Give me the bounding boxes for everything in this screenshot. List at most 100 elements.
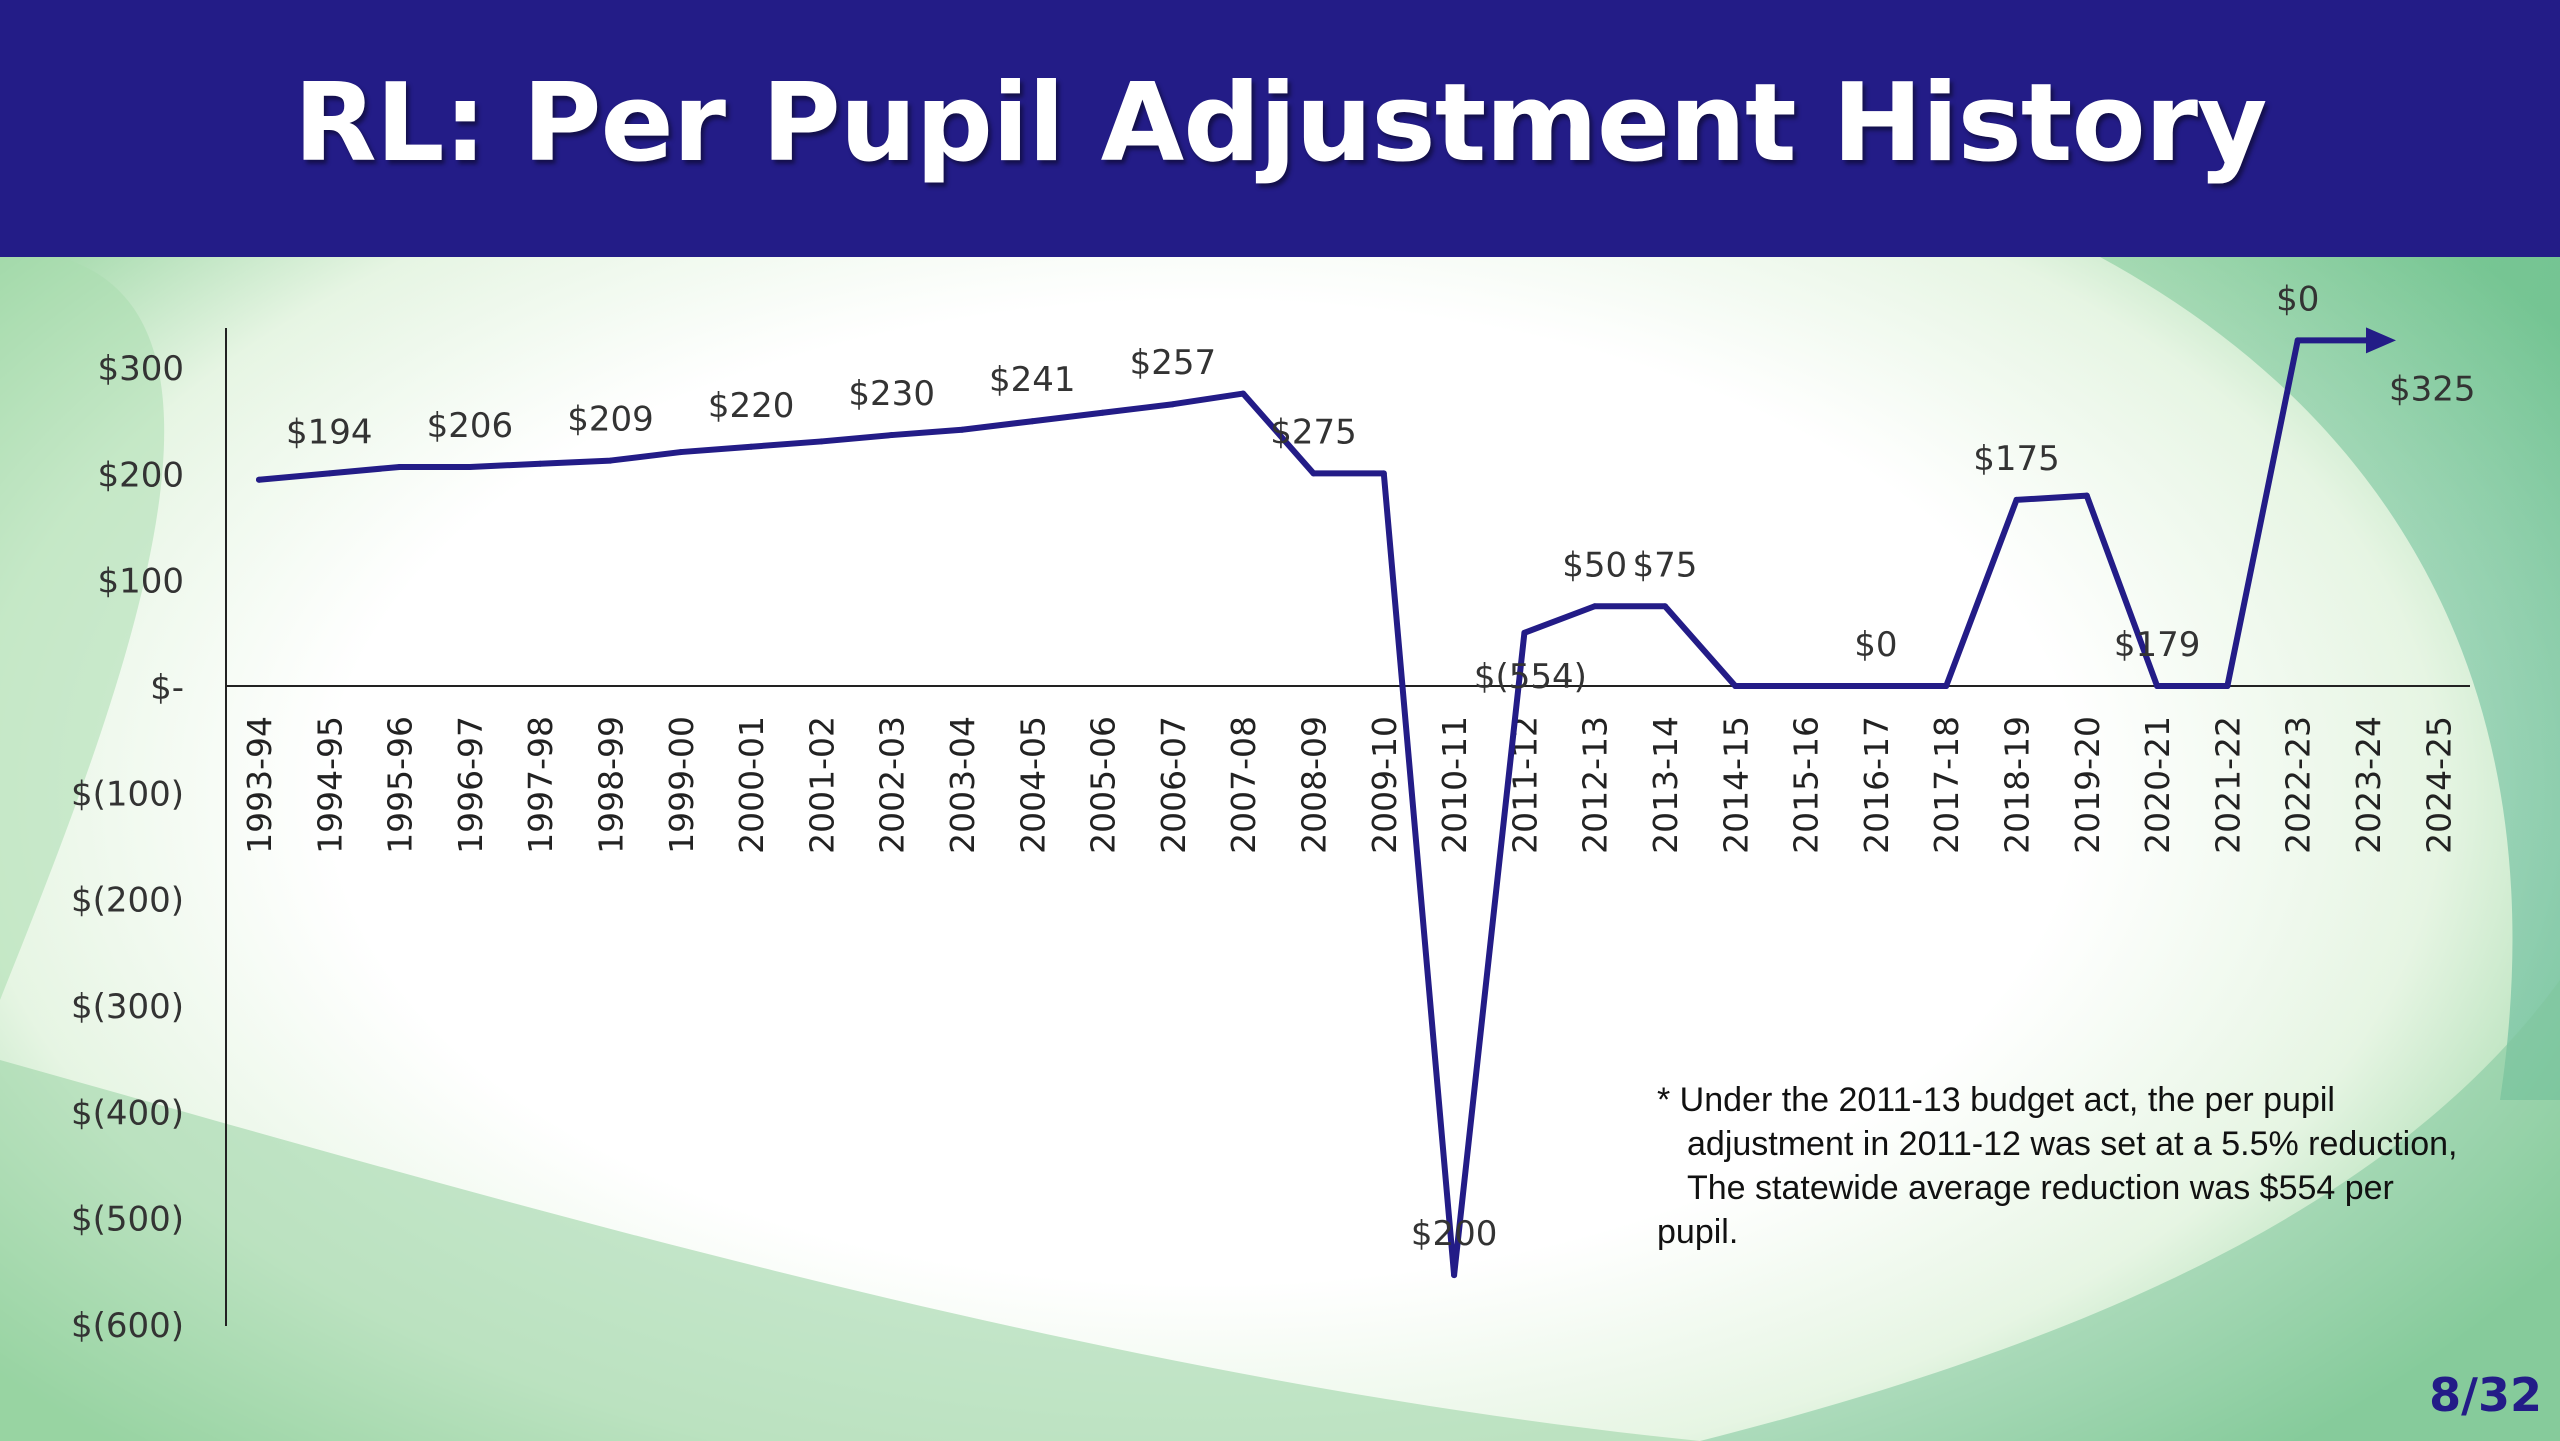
data-point xyxy=(818,438,825,445)
x-tick-label: 2019-20 xyxy=(2068,716,2107,854)
footnote-line: adjustment in 2011-12 was set at a 5.5% … xyxy=(1687,1125,2458,1163)
data-point xyxy=(2083,492,2090,499)
y-tick-label: $(100) xyxy=(71,774,184,814)
data-label: $230 xyxy=(848,374,935,414)
data-point xyxy=(1872,683,1879,689)
y-tick-label: $(300) xyxy=(71,987,184,1027)
data-point xyxy=(2154,683,2161,689)
data-point xyxy=(1732,683,1739,689)
x-tick-label: 2007-08 xyxy=(1224,716,1263,854)
data-label: $200 xyxy=(1411,1214,1498,1254)
data-label: $209 xyxy=(567,400,654,440)
y-tick-label: $100 xyxy=(97,562,184,602)
x-tick-label: 2000-01 xyxy=(732,716,771,854)
x-tick-label: 1998-99 xyxy=(592,716,631,854)
data-point xyxy=(2224,683,2231,689)
x-tick-label: 2016-17 xyxy=(1857,716,1896,854)
data-point xyxy=(677,449,684,456)
footnote: * Under the 2011-13 budget act, the per … xyxy=(1657,1078,2537,1254)
x-tick-label: 2022-23 xyxy=(2279,716,2318,854)
data-label: $275 xyxy=(1270,412,1357,452)
data-label: $50 xyxy=(1562,545,1627,585)
x-tick-label: 2004-05 xyxy=(1013,716,1052,854)
data-point xyxy=(748,443,755,450)
data-point xyxy=(1662,603,1668,610)
data-label: $194 xyxy=(286,412,373,452)
y-tick-label: $(400) xyxy=(71,1093,184,1133)
y-tick-label: $200 xyxy=(97,455,184,495)
data-label: $220 xyxy=(708,386,795,426)
x-tick-label: 1999-00 xyxy=(662,716,701,854)
x-tick-label: 2023-24 xyxy=(2349,716,2388,854)
data-point xyxy=(1029,418,1036,425)
data-point xyxy=(959,426,965,433)
footnote-line: * Under the 2011-13 budget act, the per … xyxy=(1657,1081,2335,1119)
data-point xyxy=(2013,496,2020,503)
x-tick-label: 1994-95 xyxy=(310,716,349,854)
data-label: $75 xyxy=(1633,545,1698,585)
x-tick-label: 1995-96 xyxy=(381,716,420,854)
data-point xyxy=(1802,683,1809,689)
x-tick-label: 2020-21 xyxy=(2138,716,2177,854)
data-label: $325 xyxy=(2389,369,2476,409)
data-labels: $194 $206 $209 $220 $230 $241 $257 $275 $200 $(55… xyxy=(286,279,2476,1254)
data-point xyxy=(396,463,403,470)
data-label: $179 xyxy=(2114,625,2201,665)
data-point xyxy=(1943,683,1950,689)
x-tick-label: 2021-22 xyxy=(2208,716,2247,854)
x-tick-label: 2009-10 xyxy=(1365,716,1404,854)
x-tick-label: 1993-94 xyxy=(240,716,279,854)
data-point xyxy=(1310,470,1317,477)
x-axis: 1993-94 1994-95 1995-96 1996-97 1997-98 1998-… xyxy=(226,685,2470,854)
footnote-line: pupil. xyxy=(1657,1213,1739,1251)
x-tick-label: 2008-09 xyxy=(1295,716,1334,854)
x-tick-label: 2017-18 xyxy=(1927,716,1966,854)
data-label: $0 xyxy=(2276,279,2319,319)
data-point xyxy=(1521,629,1528,636)
page-number: 8/32 xyxy=(2429,1368,2542,1422)
data-label: $0 xyxy=(1854,625,1897,665)
data-point xyxy=(1240,390,1247,397)
x-tick-label: 2024-25 xyxy=(2419,716,2458,854)
x-tick-label: 1996-97 xyxy=(451,716,490,854)
y-tick-label: $- xyxy=(150,668,184,708)
x-tick-label: 1997-98 xyxy=(521,716,560,854)
x-tick-label: 2006-07 xyxy=(1154,716,1193,854)
data-label: $241 xyxy=(989,360,1076,400)
data-point xyxy=(1169,401,1176,408)
slide-header: RL: Per Pupil Adjustment History xyxy=(0,0,2560,257)
y-tick-label: $(200) xyxy=(71,881,184,921)
chart-series xyxy=(256,327,2396,1279)
footnote-line: The statewide average reduction was $554… xyxy=(1687,1169,2394,1207)
data-point xyxy=(2294,337,2301,344)
x-tick-label: 2014-15 xyxy=(1716,716,1755,854)
data-point xyxy=(466,463,473,470)
y-tick-label: $300 xyxy=(97,349,184,389)
data-point xyxy=(1591,603,1598,610)
slide-title: RL: Per Pupil Adjustment History xyxy=(293,61,2268,186)
x-tick-label: 2003-04 xyxy=(943,716,982,854)
x-tick-label: 2018-19 xyxy=(1998,716,2037,854)
data-point xyxy=(1099,409,1106,416)
data-label: $(554) xyxy=(1474,657,1587,697)
data-point xyxy=(1451,1272,1458,1279)
data-point xyxy=(607,457,614,464)
data-point xyxy=(256,476,262,483)
data-point xyxy=(1380,470,1387,477)
x-tick-label: 2005-06 xyxy=(1084,716,1123,854)
x-tick-label: 2015-16 xyxy=(1787,716,1826,854)
data-label: $257 xyxy=(1130,343,1217,383)
y-tick-label: $(500) xyxy=(71,1200,184,1240)
x-tick-label: 2001-02 xyxy=(802,716,841,854)
x-tick-label: 2002-03 xyxy=(873,716,912,854)
y-axis: $300 $200 $100 $- $(100) $(200) $(300) $(400) $(… xyxy=(71,328,227,1346)
x-tick-label: 2012-13 xyxy=(1576,716,1615,854)
x-tick-label: 2010-11 xyxy=(1435,716,1474,854)
data-point xyxy=(888,432,895,439)
x-tick-label: 2013-14 xyxy=(1646,716,1685,854)
data-label: $206 xyxy=(427,406,514,446)
data-label: $175 xyxy=(1973,439,2060,479)
y-tick-label: $(600) xyxy=(71,1306,184,1346)
data-point xyxy=(326,470,333,477)
